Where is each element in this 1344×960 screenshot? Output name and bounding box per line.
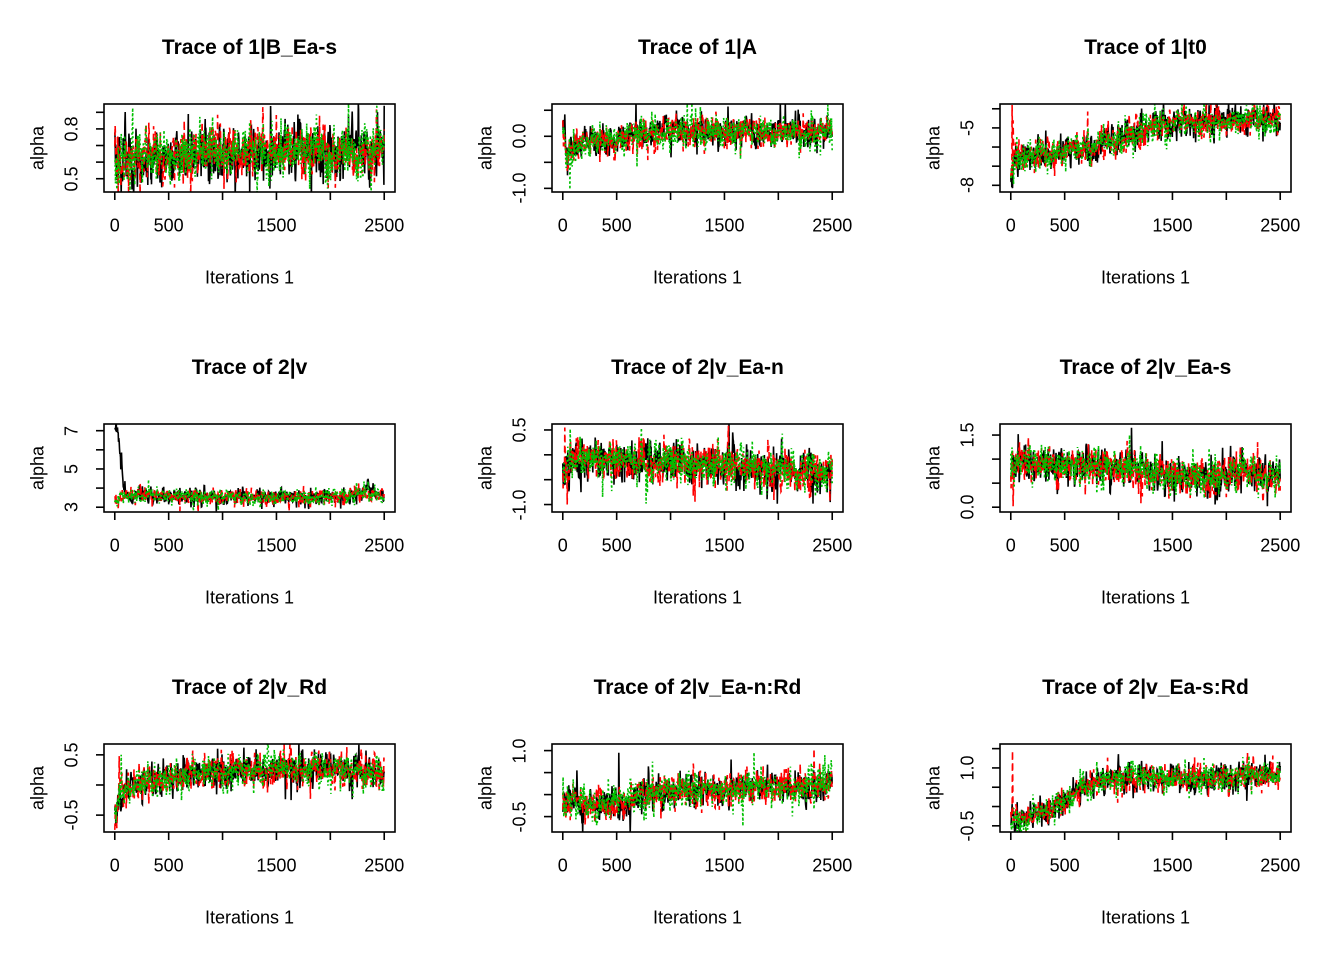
x-tick-label: 1500 [256,855,297,876]
plot-box [999,743,1292,833]
trace-line-chain-3 [1010,104,1281,185]
chart-title: Trace of 2|v_Ea-n [611,356,784,379]
x-tick-label: 2500 [364,215,405,236]
trace-plot-cell: Trace of 2|v_Ea-s:Rd alpha Iterations 1 1.0… [896,640,1344,960]
chart-title: Trace of 1|t0 [1084,36,1207,59]
x-axis-label: Iterations 1 [1100,907,1191,928]
x-axis-label: Iterations 1 [204,907,295,928]
plot-box [103,103,396,193]
x-axis-label: Iterations 1 [652,907,743,928]
x-tick-label: 500 [601,535,632,556]
trace-plot-cell: Trace of 2|v_Ea-s alpha Iterations 1 1.5 0.0… [896,320,1344,640]
trace-canvas [96,743,396,840]
x-tick-label: 500 [153,535,184,556]
x-tick-label: 500 [153,855,184,876]
plot-box [551,423,844,513]
x-tick-label: 2500 [812,855,853,876]
trace-line-chain-3 [562,427,833,504]
x-tick-label: 0 [1005,535,1016,556]
plot-box [103,743,396,833]
trace-plot-cell: Trace of 1|B_Ea-s alpha Iterations 1 0.8 0.5… [0,0,448,320]
x-tick-label: 0 [109,855,120,876]
x-tick-label: 2500 [364,535,405,556]
plot-box [999,423,1292,513]
trace-canvas [544,743,844,840]
trace-plot-cell: Trace of 2|v alpha Iterations 1 7 5 3 0 500 1500… [0,320,448,640]
chart-title: Trace of 2|v_Ea-n:Rd [593,676,802,699]
chart-title: Trace of 1|A [637,36,758,59]
plot-box [999,103,1292,193]
x-tick-label: 0 [109,535,120,556]
trace-line-chain-3 [562,752,833,827]
x-tick-label: 0 [557,535,568,556]
chart-title: Trace of 2|v [191,356,308,379]
plot-box [103,423,396,513]
x-tick-label: 2500 [364,855,405,876]
trace-line-chain-2 [562,111,833,171]
x-tick-label: 2500 [812,215,853,236]
chart-title: Trace of 2|v_Rd [171,676,328,699]
trace-plot-cell: Trace of 2|v_Ea-n:Rd alpha Iterations 1 1.0… [448,640,896,960]
chart-title: Trace of 2|v_Ea-s:Rd [1042,676,1249,699]
x-tick-label: 1500 [1152,535,1193,556]
x-axis-label: Iterations 1 [1100,267,1191,288]
plot-box [551,743,844,833]
x-tick-label: 2500 [1260,855,1301,876]
chart-title: Trace of 2|v_Ea-s [1059,356,1232,379]
x-tick-label: 2500 [1260,535,1301,556]
trace-canvas [96,423,396,520]
plot-box [551,103,844,193]
trace-canvas [96,103,396,200]
trace-line-chain-2 [1010,104,1281,177]
x-axis-label: Iterations 1 [204,587,295,608]
x-tick-label: 0 [557,855,568,876]
trace-line-chain-3 [562,104,833,190]
trace-canvas [992,423,1292,520]
x-tick-label: 0 [1005,855,1016,876]
x-axis-label: Iterations 1 [204,267,295,288]
x-tick-label: 500 [601,215,632,236]
trace-plot-cell: Trace of 1|A alpha Iterations 1 0.0 -1.0 0 500… [448,0,896,320]
trace-canvas [992,103,1292,200]
x-tick-label: 2500 [812,535,853,556]
x-tick-label: 1500 [1152,855,1193,876]
x-tick-label: 1500 [1152,215,1193,236]
trace-plot-cell: Trace of 1|t0 alpha Iterations 1 -5 -8 0 500 15… [896,0,1344,320]
trace-plot-cell: Trace of 2|v_Ea-n alpha Iterations 1 0.5 -1.… [448,320,896,640]
trace-line-chain-3 [114,479,385,512]
trace-line-chain-3 [114,744,385,823]
x-tick-label: 1500 [256,215,297,236]
trace-line-chain-2 [114,744,385,830]
x-tick-label: 1500 [704,535,745,556]
x-tick-label: 0 [1005,215,1016,236]
trace-canvas [992,743,1292,840]
trace-plot-cell: Trace of 2|v_Rd alpha Iterations 1 0.5 -0.5 0… [0,640,448,960]
x-tick-label: 1500 [704,855,745,876]
trace-line-chain-3 [1010,435,1281,499]
x-axis-label: Iterations 1 [652,587,743,608]
x-tick-label: 1500 [256,535,297,556]
chart-title: Trace of 1|B_Ea-s [161,36,338,59]
x-tick-label: 0 [109,215,120,236]
x-axis-label: Iterations 1 [1100,587,1191,608]
x-tick-label: 1500 [704,215,745,236]
x-tick-label: 500 [153,215,184,236]
x-axis-label: Iterations 1 [652,267,743,288]
trace-line-chain-3 [1010,756,1281,832]
x-tick-label: 500 [601,855,632,876]
x-tick-label: 2500 [1260,215,1301,236]
x-tick-label: 500 [1049,855,1080,876]
trace-line-chain-3 [114,104,385,192]
trace-canvas [544,423,844,520]
x-tick-label: 500 [1049,215,1080,236]
x-tick-label: 500 [1049,535,1080,556]
trace-canvas [544,103,844,200]
x-tick-label: 0 [557,215,568,236]
